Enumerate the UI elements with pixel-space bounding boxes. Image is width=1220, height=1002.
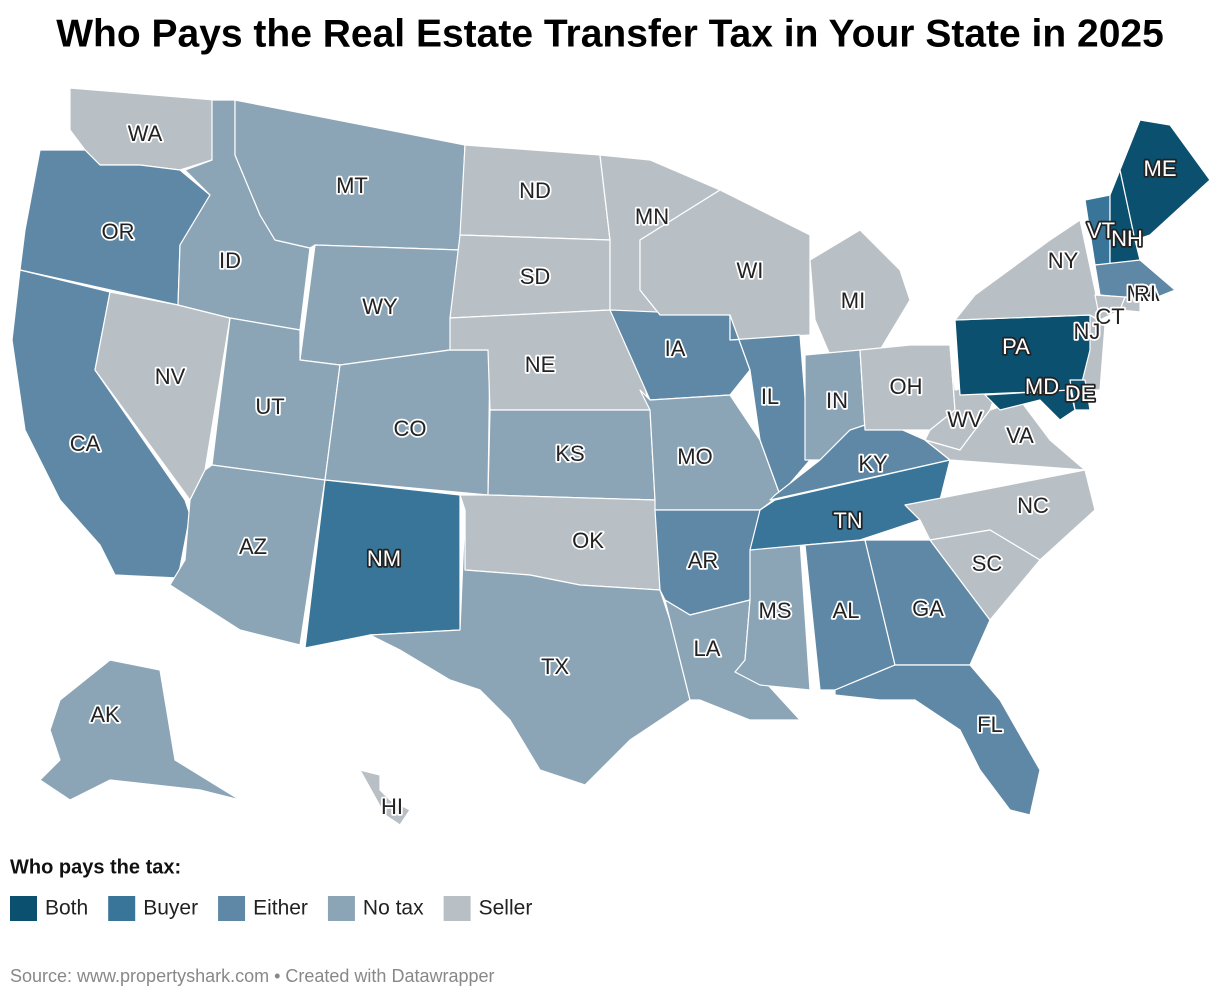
state-label: SD — [520, 264, 551, 289]
state-label: MA — [1127, 281, 1160, 306]
state-label: KS — [555, 441, 584, 466]
state-label: TN — [833, 508, 862, 533]
state-label: IA — [665, 336, 686, 361]
state-label: MO — [677, 444, 712, 469]
state — [169, 464, 326, 646]
state-label: AZ — [239, 534, 267, 559]
state — [664, 599, 801, 721]
state-label: VT — [1087, 218, 1115, 243]
legend-swatch — [108, 896, 136, 921]
state-label: NM — [367, 546, 401, 571]
state-label: FL — [977, 712, 1003, 737]
state — [1079, 314, 1106, 391]
state — [369, 509, 691, 786]
state-label: SC — [972, 551, 1003, 576]
state-label: CO — [394, 416, 427, 441]
state-label: NJ — [1074, 319, 1101, 344]
states — [11, 87, 1211, 826]
state-label: NC — [1017, 493, 1049, 518]
state — [1119, 119, 1211, 241]
state-label: AK — [90, 702, 120, 727]
state-label: ND — [519, 178, 551, 203]
state-label: RI — [1134, 281, 1156, 306]
state-label: LA — [694, 636, 721, 661]
legend-swatch — [327, 896, 355, 921]
state — [809, 229, 911, 356]
state-label: MN — [635, 204, 669, 229]
state-label: UT — [255, 394, 284, 419]
state-label: VA — [1006, 423, 1034, 448]
state-label: KY — [858, 451, 888, 476]
state-label: OH — [890, 374, 923, 399]
source: Source: www.propertyshark.com • Created … — [10, 966, 495, 986]
state — [1109, 169, 1141, 266]
state-label: AR — [688, 548, 719, 573]
legend-label: No tax — [363, 897, 424, 920]
state-label: WA — [128, 121, 163, 146]
state-label: ME — [1144, 156, 1177, 181]
state-label: PA — [1002, 334, 1030, 359]
state — [729, 314, 811, 496]
legend: Both Buyer Either No tax Seller — [10, 896, 532, 921]
state-label: OR — [102, 219, 135, 244]
state-label: WV — [947, 407, 983, 432]
state — [1119, 296, 1141, 313]
state — [1069, 379, 1091, 411]
state-label: AL — [833, 598, 860, 623]
legend-swatch — [218, 896, 246, 921]
state-label: NV — [155, 364, 186, 389]
legend-label: Both — [45, 897, 88, 920]
state-label: MS — [759, 598, 792, 623]
state-label: IN — [826, 388, 848, 413]
state-label: CA — [70, 431, 101, 456]
state-label: WY — [362, 294, 398, 319]
state — [1094, 259, 1176, 301]
state — [929, 529, 1041, 621]
state-label: NH — [1111, 226, 1143, 251]
state — [864, 539, 991, 666]
legend-swatch — [443, 896, 471, 921]
legend-label: Seller — [479, 897, 533, 920]
title: Who Pays the Real Estate Transfer Tax in… — [56, 12, 1164, 55]
legend-title: Who pays the tax: — [10, 856, 181, 878]
legend-label: Buyer — [143, 897, 198, 920]
state — [924, 399, 1086, 471]
state-label: MT — [336, 173, 368, 198]
state-label: NE — [525, 352, 556, 377]
state-labels: WA OR CA NV ID MT WY UT AZ CO NM ND SD NE KS OK TX MN IA MO… — [68, 119, 1178, 821]
state — [734, 539, 811, 691]
state-label: MD — [1025, 374, 1059, 399]
state-label: ID — [219, 248, 241, 273]
state-label: NY — [1048, 248, 1079, 273]
state-label: MI — [841, 288, 865, 313]
state — [834, 664, 1041, 816]
state-label: OK — [572, 528, 604, 553]
state-label: DE — [1065, 381, 1096, 406]
state-label: GA — [912, 596, 944, 621]
state-label: IL — [761, 384, 779, 409]
legend-label: Either — [253, 897, 308, 920]
state — [359, 769, 411, 826]
state — [984, 389, 1076, 421]
state — [39, 659, 241, 801]
state — [324, 349, 491, 496]
state-label: HI — [381, 794, 403, 819]
state-label: CT — [1095, 304, 1124, 329]
state-label: TX — [541, 654, 569, 679]
state-label: WI — [737, 258, 764, 283]
legend-swatch — [10, 896, 37, 921]
